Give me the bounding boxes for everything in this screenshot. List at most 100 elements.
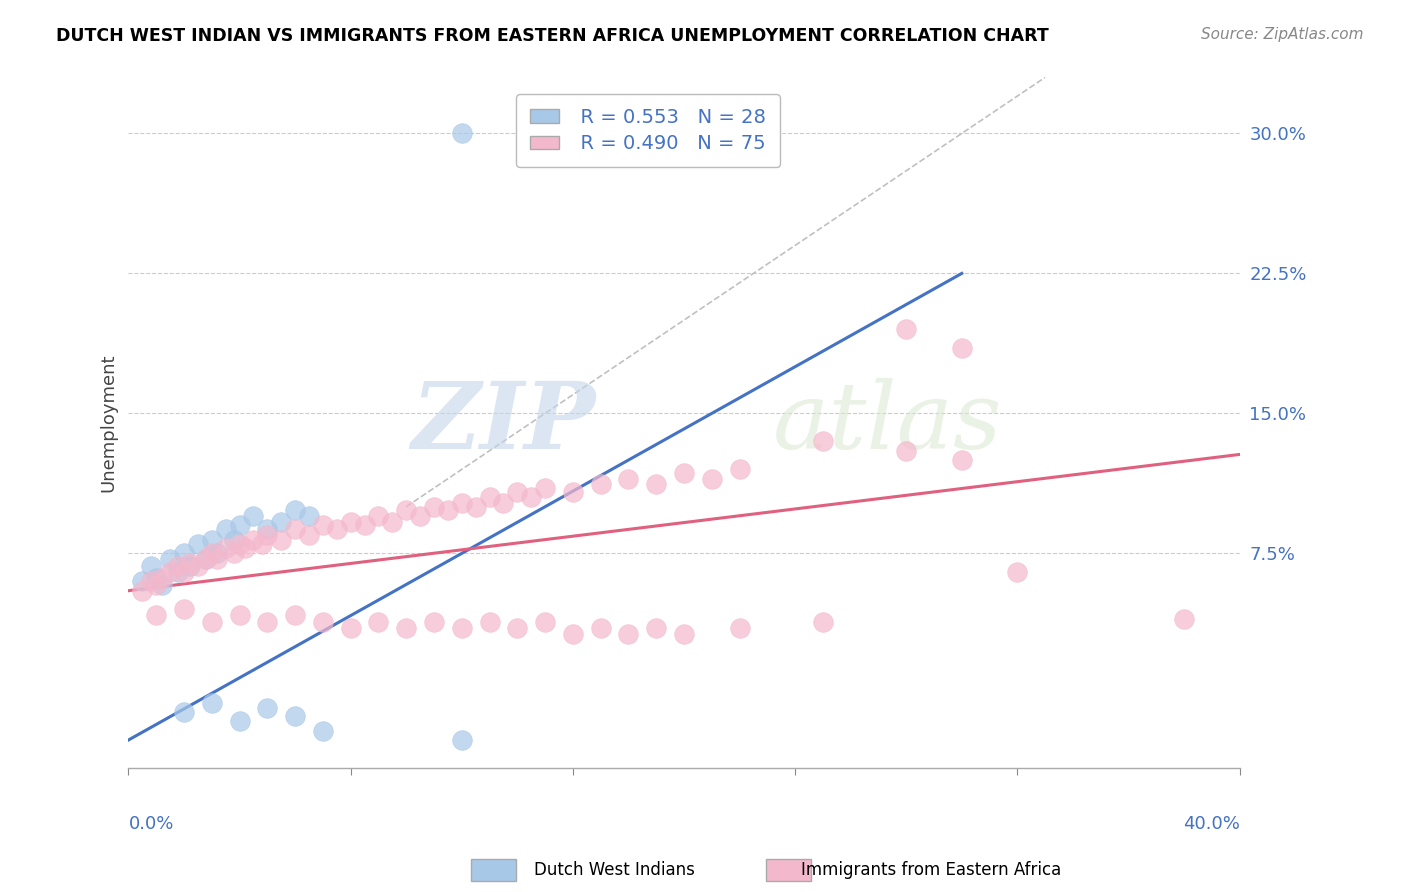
Point: [450, 733, 472, 747]
Point: [312, 723, 335, 738]
Point: [145, 571, 167, 585]
Point: [520, 491, 543, 505]
Point: [534, 615, 557, 630]
Point: [242, 509, 264, 524]
Point: [215, 541, 238, 555]
Point: [728, 621, 751, 635]
Point: [298, 527, 321, 541]
Point: [617, 626, 640, 640]
Point: [367, 509, 389, 524]
Point: [492, 496, 515, 510]
Point: [195, 552, 218, 566]
Text: Source: ZipAtlas.com: Source: ZipAtlas.com: [1201, 27, 1364, 42]
Text: 0.0%: 0.0%: [128, 814, 174, 832]
Point: [207, 552, 229, 566]
Point: [256, 527, 278, 541]
Point: [437, 503, 460, 517]
Point: [589, 477, 612, 491]
Point: [131, 574, 153, 589]
Point: [284, 607, 307, 622]
Legend:   R = 0.553   N = 28,   R = 0.490   N = 75: R = 0.553 N = 28, R = 0.490 N = 75: [516, 94, 780, 167]
Point: [228, 518, 250, 533]
Point: [179, 559, 201, 574]
Point: [534, 481, 557, 495]
Text: Dutch West Indians: Dutch West Indians: [534, 861, 695, 879]
Point: [450, 127, 472, 141]
Point: [450, 496, 472, 510]
Point: [173, 546, 195, 560]
Point: [645, 477, 668, 491]
Point: [811, 615, 834, 630]
Point: [478, 615, 501, 630]
Point: [478, 491, 501, 505]
Point: [207, 546, 229, 560]
Point: [1173, 612, 1195, 626]
Point: [284, 708, 307, 723]
Point: [167, 565, 190, 579]
Point: [728, 462, 751, 476]
Point: [645, 621, 668, 635]
Point: [222, 546, 245, 560]
Point: [423, 615, 446, 630]
Point: [179, 556, 201, 570]
Point: [145, 578, 167, 592]
Point: [950, 341, 973, 355]
Y-axis label: Unemployment: Unemployment: [100, 353, 117, 492]
Point: [506, 621, 529, 635]
Point: [187, 559, 209, 574]
Point: [298, 509, 321, 524]
Point: [173, 705, 195, 719]
Point: [561, 484, 583, 499]
Point: [1007, 565, 1029, 579]
Point: [672, 466, 695, 480]
Point: [950, 453, 973, 467]
Point: [672, 626, 695, 640]
Point: [173, 565, 195, 579]
Point: [256, 701, 278, 715]
Point: [139, 574, 162, 589]
Point: [464, 500, 486, 514]
Point: [270, 533, 292, 548]
Point: [284, 522, 307, 536]
Point: [381, 515, 404, 529]
Point: [159, 565, 181, 579]
Point: [811, 434, 834, 449]
Point: [353, 518, 375, 533]
Point: [150, 571, 173, 585]
Point: [201, 696, 224, 710]
Point: [256, 615, 278, 630]
Point: [326, 522, 349, 536]
Point: [312, 615, 335, 630]
Point: [228, 537, 250, 551]
Point: [896, 322, 918, 336]
Point: [201, 546, 224, 560]
Point: [896, 443, 918, 458]
Text: DUTCH WEST INDIAN VS IMMIGRANTS FROM EASTERN AFRICA UNEMPLOYMENT CORRELATION CHA: DUTCH WEST INDIAN VS IMMIGRANTS FROM EAS…: [56, 27, 1049, 45]
Point: [201, 615, 224, 630]
Point: [700, 472, 723, 486]
Point: [201, 533, 224, 548]
Point: [145, 607, 167, 622]
Point: [233, 541, 256, 555]
Point: [395, 503, 418, 517]
Point: [242, 533, 264, 548]
Point: [228, 714, 250, 729]
Point: [195, 552, 218, 566]
Text: ZIP: ZIP: [411, 377, 595, 467]
Point: [506, 484, 529, 499]
Point: [284, 503, 307, 517]
Text: 40.0%: 40.0%: [1182, 814, 1240, 832]
Point: [215, 522, 238, 536]
Point: [561, 626, 583, 640]
Point: [187, 537, 209, 551]
Point: [339, 515, 361, 529]
Point: [139, 559, 162, 574]
Point: [228, 607, 250, 622]
Point: [173, 602, 195, 616]
Point: [131, 583, 153, 598]
Point: [167, 559, 190, 574]
Point: [423, 500, 446, 514]
Text: Immigrants from Eastern Africa: Immigrants from Eastern Africa: [801, 861, 1062, 879]
Point: [450, 621, 472, 635]
Point: [256, 522, 278, 536]
